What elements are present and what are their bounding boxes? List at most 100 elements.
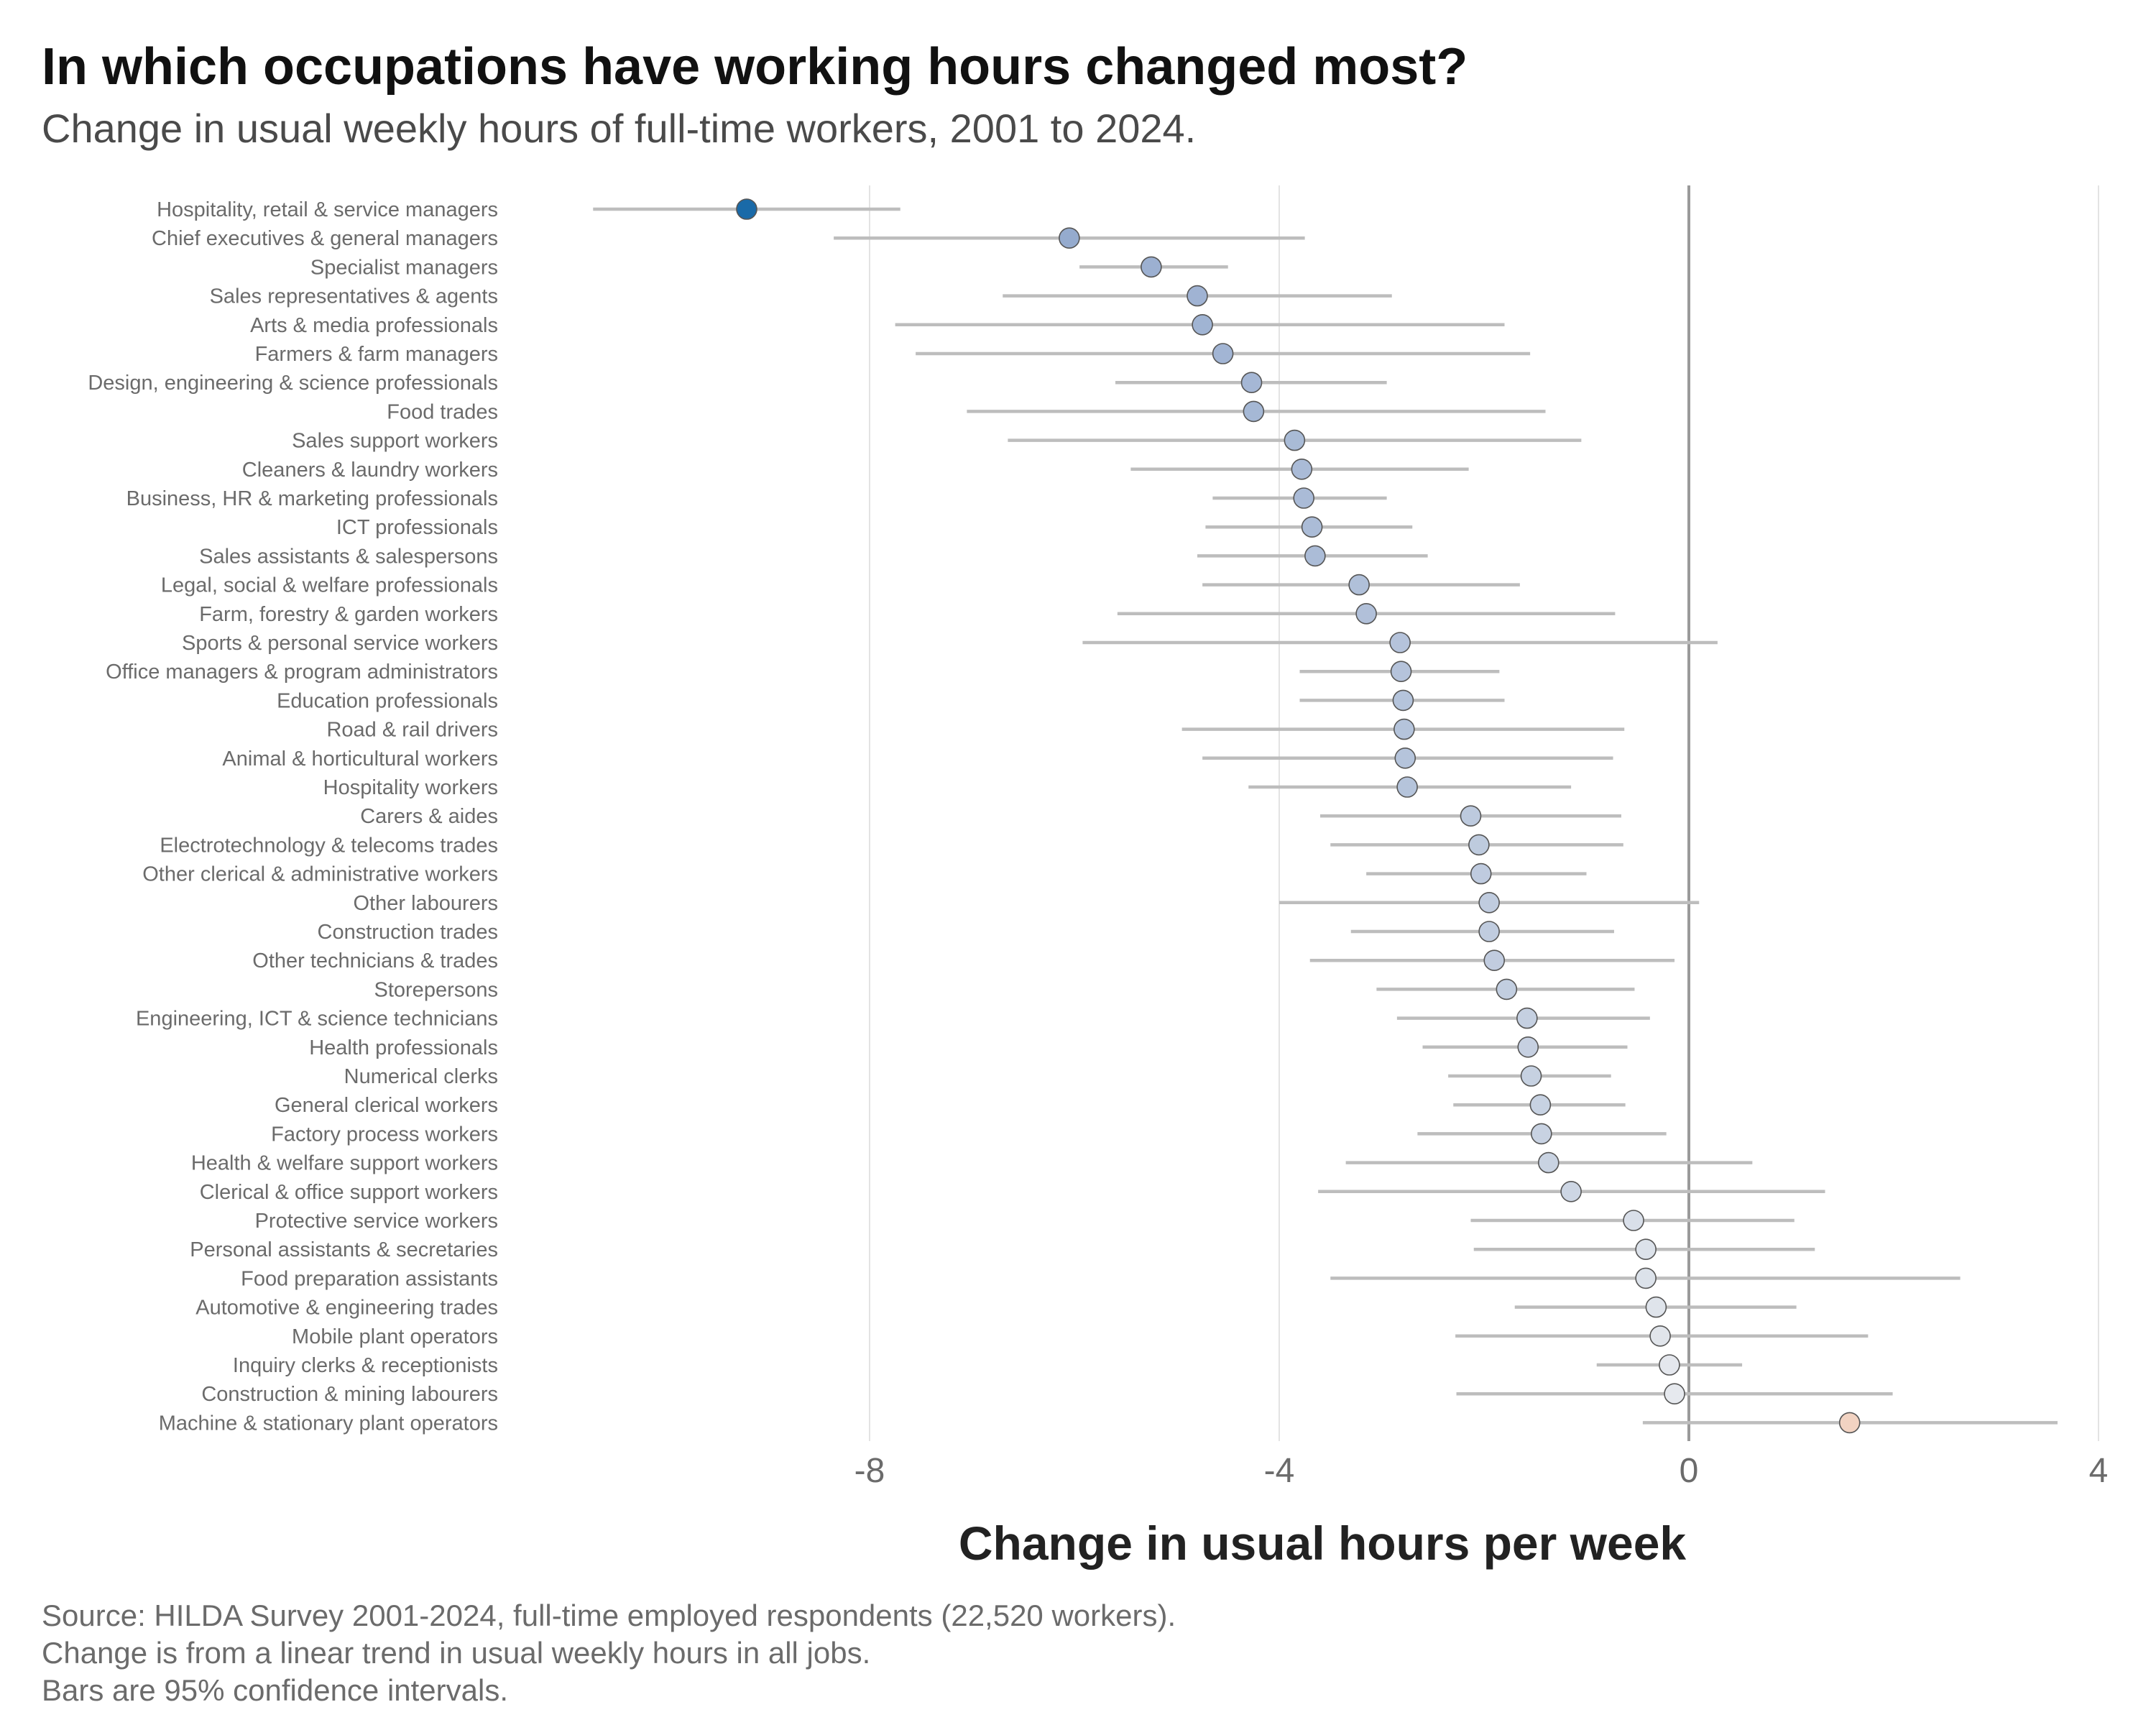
- category-label: Carers & aides: [360, 805, 498, 828]
- category-label: Numerical clerks: [344, 1065, 498, 1088]
- category-label: Machine & stationary plant operators: [159, 1412, 498, 1435]
- category-label: Road & rail drivers: [326, 719, 498, 742]
- category-label: Other technicians & trades: [252, 949, 498, 972]
- estimate-point: [1531, 1123, 1552, 1145]
- estimate-point: [1529, 1094, 1552, 1116]
- estimate-point: [1284, 429, 1306, 451]
- category-label: Sales assistants & salespersons: [199, 545, 498, 568]
- dot-whisker-chart: Hospitality, retail & service managers Ch…: [88, 185, 2109, 1570]
- category-label: Sales support workers: [292, 430, 498, 453]
- estimate-point: [1393, 718, 1415, 740]
- category-label: Food trades: [387, 400, 498, 423]
- category-label: Personal assistants & secretaries: [190, 1238, 498, 1261]
- estimate-point: [1537, 1151, 1560, 1174]
- x-tick-layer: -8 -4 0 4: [854, 1452, 2109, 1490]
- category-label: Farm, forestry & garden workers: [199, 603, 498, 626]
- category-label: Farmers & farm managers: [255, 343, 498, 366]
- caption: Source: HILDA Survey 2001-2024, full-tim…: [42, 1597, 1176, 1709]
- x-tick-label: -8: [854, 1452, 885, 1490]
- category-label: Storepersons: [374, 978, 499, 1001]
- chart-title: In which occupations have working hours …: [42, 38, 1468, 96]
- category-label: Cleaners & laundry workers: [242, 459, 498, 482]
- x-tick-label: 0: [1680, 1452, 1699, 1490]
- category-label-layer: Hospitality, retail & service managers Ch…: [88, 198, 498, 1435]
- estimate-point: [1470, 862, 1492, 885]
- category-label: Specialist managers: [310, 256, 498, 279]
- category-label: Animal & horticultural workers: [222, 748, 498, 770]
- category-label: Other clerical & administrative workers: [142, 863, 498, 886]
- estimate-point: [736, 198, 757, 220]
- category-label: Inquiry clerks & receptionists: [233, 1354, 498, 1377]
- estimate-point: [1212, 343, 1234, 364]
- category-label: General clerical workers: [275, 1094, 498, 1117]
- estimate-point: [1649, 1325, 1671, 1347]
- caption-line-source: Source: HILDA Survey 2001-2024, full-tim…: [42, 1598, 1176, 1632]
- grid-layer: [869, 185, 2099, 1441]
- category-label: ICT professionals: [336, 516, 498, 539]
- estimate-point: [1243, 400, 1265, 423]
- estimate-point: [1659, 1354, 1680, 1376]
- estimate-point: [1293, 487, 1314, 509]
- category-label: Electrotechnology & telecoms trades: [160, 834, 498, 857]
- category-label: Engineering, ICT & science technicians: [136, 1008, 498, 1031]
- estimate-point: [1516, 1007, 1538, 1029]
- estimate-point: [1390, 661, 1412, 683]
- x-tick-label: -4: [1264, 1452, 1295, 1490]
- category-label: Mobile plant operators: [292, 1325, 498, 1348]
- category-label: Office managers & program administrators: [106, 661, 498, 684]
- estimate-point: [1517, 1036, 1539, 1058]
- category-label: Sports & personal service workers: [182, 632, 498, 655]
- estimate-point: [1635, 1267, 1657, 1289]
- estimate-point: [1496, 978, 1518, 1000]
- estimate-point: [1348, 574, 1370, 596]
- category-label: Design, engineering & science profession…: [88, 372, 498, 395]
- estimate-point: [1304, 545, 1326, 567]
- estimate-point: [1664, 1383, 1685, 1404]
- estimate-point: [1478, 892, 1500, 914]
- estimate-point: [1560, 1181, 1582, 1202]
- estimate-point: [1838, 1412, 1861, 1434]
- caption-line-ci-note: Bars are 95% confidence intervals.: [42, 1673, 509, 1707]
- category-label: Food preparation assistants: [241, 1267, 498, 1290]
- estimate-point: [1240, 372, 1263, 394]
- estimate-point: [1389, 632, 1411, 653]
- chart-subtitle: Change in usual weekly hours of full-tim…: [42, 106, 1197, 151]
- category-label: Education professionals: [277, 689, 498, 712]
- estimate-point: [1623, 1210, 1644, 1231]
- category-label: Health professionals: [309, 1036, 498, 1059]
- category-label: Health & welfare support workers: [191, 1152, 498, 1175]
- estimate-point: [1141, 256, 1162, 278]
- category-label: Hospitality workers: [323, 776, 498, 799]
- x-axis-title: Change in usual hours per week: [959, 1517, 1687, 1570]
- estimate-point: [1468, 834, 1490, 856]
- category-label: Automotive & engineering trades: [195, 1297, 498, 1320]
- category-label: Other labourers: [354, 892, 499, 915]
- caption-line-method: Change is from a linear trend in usual w…: [42, 1636, 871, 1670]
- estimate-point: [1635, 1238, 1657, 1260]
- category-label: Sales representatives & agents: [210, 285, 498, 308]
- category-label: Construction trades: [318, 921, 498, 944]
- estimate-point: [1645, 1296, 1667, 1318]
- estimate-point: [1396, 776, 1418, 798]
- estimate-point: [1355, 602, 1377, 625]
- estimate-point: [1478, 921, 1500, 942]
- estimate-point: [1483, 949, 1506, 971]
- estimate-point: [1291, 458, 1313, 480]
- category-label: Hospitality, retail & service managers: [157, 198, 498, 221]
- whisker-layer: [593, 207, 2058, 1425]
- estimate-point: [1059, 227, 1080, 249]
- category-label: Clerical & office support workers: [200, 1181, 498, 1204]
- estimate-point: [1392, 689, 1414, 712]
- point-layer: [736, 198, 1861, 1434]
- x-tick-label: 4: [2089, 1452, 2109, 1490]
- category-label: Legal, social & welfare professionals: [161, 574, 498, 597]
- estimate-point: [1394, 748, 1416, 769]
- category-label: Factory process workers: [271, 1123, 498, 1146]
- category-label: Protective service workers: [255, 1210, 498, 1233]
- category-label: Business, HR & marketing professionals: [126, 487, 498, 510]
- category-label: Chief executives & general managers: [152, 227, 498, 250]
- category-label: Arts & media professionals: [250, 314, 498, 337]
- estimate-point: [1192, 313, 1213, 336]
- estimate-point: [1520, 1065, 1542, 1087]
- category-label: Construction & mining labourers: [201, 1383, 498, 1406]
